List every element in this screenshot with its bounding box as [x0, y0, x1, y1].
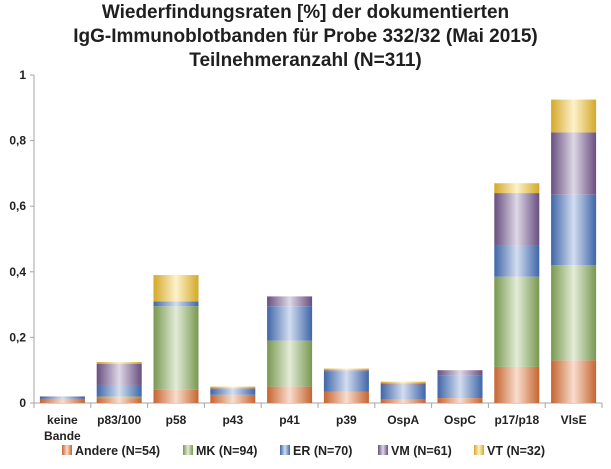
- bar-segment: [96, 362, 142, 364]
- bar-segment: [267, 296, 313, 307]
- bar-segment: [323, 391, 369, 403]
- bar-segment: [153, 275, 199, 302]
- legend-swatch: [474, 445, 484, 455]
- bar-segment: [380, 399, 426, 403]
- y-tick-label: 0,4: [9, 265, 26, 279]
- chart-title-line-3: Teilnehmeranzahl (N=311): [189, 50, 422, 71]
- x-tick-label: p43: [222, 413, 243, 427]
- bar-segment: [39, 399, 85, 403]
- bar-segment: [494, 366, 540, 403]
- bar-segment: [267, 306, 313, 341]
- y-tick-label: 1: [19, 68, 26, 82]
- bar-segment: [210, 386, 256, 389]
- bar-segment: [437, 398, 483, 403]
- bar-segment: [96, 384, 142, 397]
- bar-segment: [39, 396, 85, 399]
- bar-segment: [210, 389, 256, 395]
- legend-swatch: [378, 445, 388, 455]
- y-tick-label: 0,8: [9, 134, 26, 148]
- x-tick-label: keine: [47, 413, 78, 427]
- bar-segment: [380, 384, 426, 400]
- chart-title-line-1: Wiederfindungsraten [%] der dokumentiert…: [101, 2, 510, 23]
- bar-segment: [153, 301, 199, 307]
- bar-segment: [494, 193, 540, 246]
- bar-segment: [380, 381, 426, 384]
- x-tick-label: Bande: [44, 429, 81, 443]
- bar-segment: [437, 370, 483, 376]
- bar-segment: [323, 371, 369, 392]
- bar-segment: [153, 389, 199, 403]
- bar-segment: [96, 398, 142, 403]
- bar-segment: [96, 396, 142, 399]
- chart-title-line-2: IgG-Immunoblotbanden für Probe 332/32 (M…: [73, 26, 538, 47]
- bar-segment: [267, 340, 313, 387]
- bar-segment: [494, 183, 540, 194]
- bar-segment: [323, 370, 369, 372]
- legend-swatch: [62, 445, 72, 455]
- bar-segment: [551, 132, 597, 195]
- legend-label: VM (N=61): [391, 444, 452, 458]
- legend-label: ER (N=70): [293, 444, 352, 458]
- x-tick-label: p83/100: [97, 413, 141, 427]
- bar-segment: [323, 368, 369, 371]
- bar-segment: [494, 276, 540, 367]
- x-tick-label: p58: [166, 413, 187, 427]
- bar-segment: [267, 386, 313, 403]
- bar-segment: [210, 388, 256, 390]
- legend-label: VT (N=32): [487, 444, 545, 458]
- y-tick-label: 0,6: [9, 199, 26, 213]
- bar-segment: [551, 194, 597, 266]
- bar-segment: [39, 398, 85, 400]
- x-tick-label: p17/p18: [494, 413, 539, 427]
- bar-segment: [153, 306, 199, 390]
- legend-swatch: [183, 445, 193, 455]
- y-tick-label: 0: [19, 396, 26, 410]
- bar-segment: [96, 363, 142, 385]
- x-tick-label: p39: [336, 413, 357, 427]
- legend-swatch: [280, 445, 290, 455]
- bar-segment: [494, 245, 540, 277]
- bar-segment: [551, 265, 597, 361]
- bar-segment: [210, 394, 256, 403]
- x-tick-label: p41: [279, 413, 300, 427]
- bar-segment: [551, 99, 597, 133]
- bar-segment: [437, 375, 483, 399]
- bar-segment: [551, 360, 597, 403]
- x-tick-label: OspC: [444, 413, 476, 427]
- legend-label: MK (N=94): [196, 444, 257, 458]
- bar-segment: [380, 383, 426, 385]
- y-tick-label: 0,2: [9, 330, 26, 344]
- legend-label: Andere (N=54): [75, 444, 160, 458]
- x-tick-label: VlsE: [561, 413, 587, 427]
- x-tick-label: OspA: [387, 413, 419, 427]
